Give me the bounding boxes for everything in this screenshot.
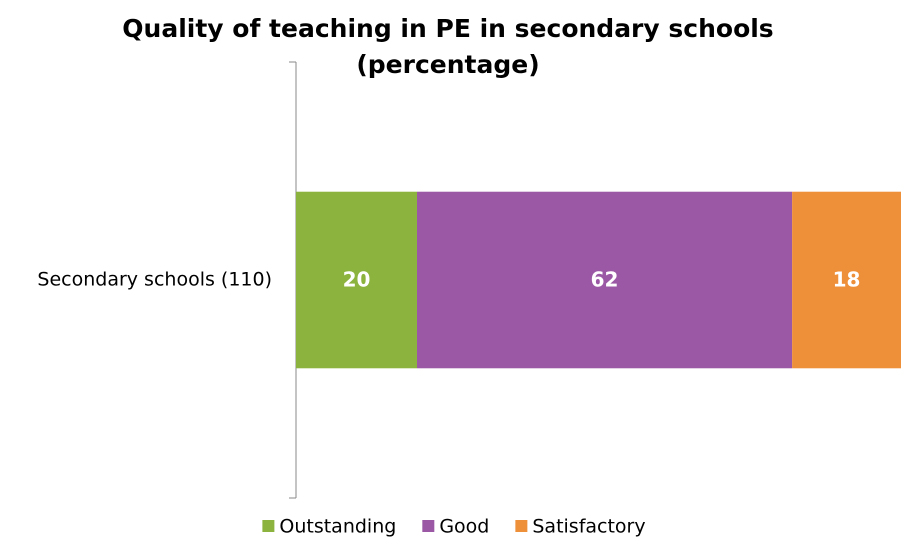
legend-label: Good xyxy=(439,516,489,538)
legend-swatch xyxy=(515,520,528,532)
chart-title: Quality of teaching in PE in secondary s… xyxy=(122,14,773,43)
bar-segment xyxy=(417,191,793,369)
bar-segment xyxy=(792,191,901,369)
data-label: 18 xyxy=(833,268,861,292)
legend-swatch xyxy=(262,520,275,532)
legend-label: Satisfactory xyxy=(532,516,645,538)
chart-subtitle: (percentage) xyxy=(356,50,539,79)
bar-segment xyxy=(296,191,417,369)
legend-label: Outstanding xyxy=(279,516,396,538)
y-tick-label: Secondary schools (110) xyxy=(37,269,272,291)
data-label: 62 xyxy=(591,268,619,292)
data-label: 20 xyxy=(343,268,371,292)
legend-swatch xyxy=(422,520,435,532)
